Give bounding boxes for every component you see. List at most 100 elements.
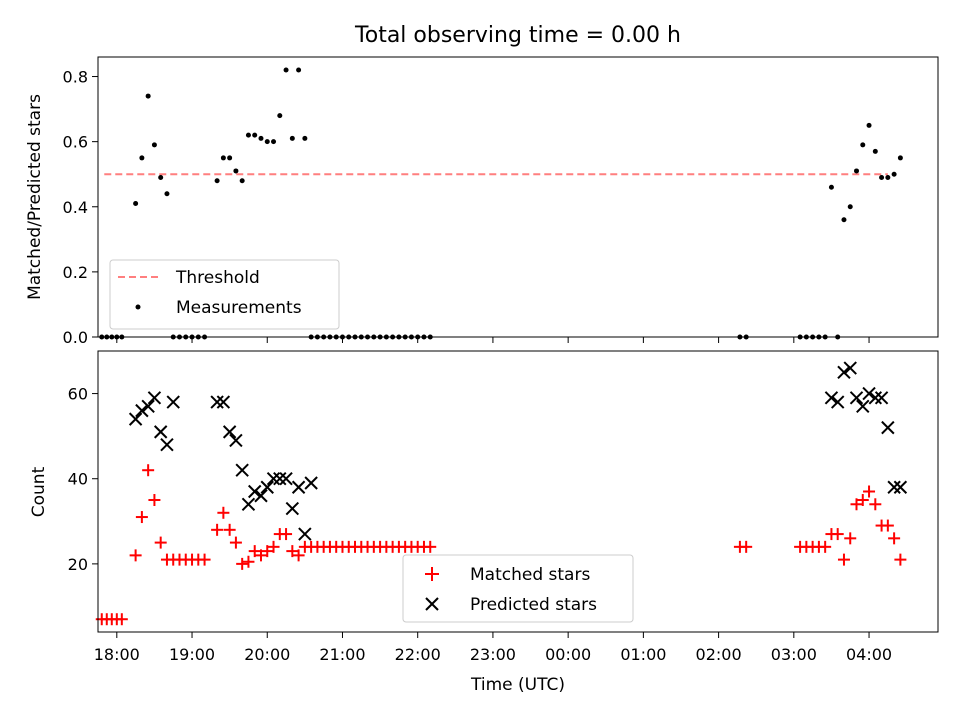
predicted-star-point bbox=[868, 391, 883, 405]
predicted-star-point bbox=[285, 501, 300, 516]
matched-star-point bbox=[223, 523, 236, 536]
legend-measurements-label: Measurements bbox=[176, 298, 302, 318]
predicted-star-point bbox=[166, 395, 180, 409]
matched-star-point bbox=[254, 549, 267, 562]
top-y-tick-label: 0.4 bbox=[63, 198, 88, 217]
top-y-tick-label: 0.8 bbox=[63, 68, 88, 87]
predicted-star-point bbox=[298, 527, 312, 541]
predicted-star-point bbox=[881, 420, 895, 435]
measurement-point bbox=[264, 139, 270, 145]
x-tick-label: 03:00 bbox=[771, 645, 817, 664]
bottom-y-ticks: 20 40 60 bbox=[68, 385, 98, 574]
predicted-star-point bbox=[843, 361, 857, 375]
matched-star-point bbox=[837, 553, 850, 566]
top-axes-frame bbox=[97, 56, 939, 338]
x-tick-label: 02:00 bbox=[696, 645, 742, 664]
x-tick-label: 19:00 bbox=[169, 645, 215, 664]
measurement-point bbox=[860, 142, 866, 148]
measurement-point bbox=[133, 201, 139, 207]
x-tick-label: 22:00 bbox=[395, 645, 441, 664]
predicted-star-point bbox=[849, 391, 864, 405]
matched-star-point bbox=[236, 557, 249, 570]
matched-star-point bbox=[831, 528, 844, 541]
matched-star-point bbox=[198, 553, 211, 566]
measurement-point bbox=[271, 139, 277, 145]
predicted-star-point bbox=[887, 480, 901, 494]
predicted-star-point bbox=[241, 497, 256, 511]
measurement-point bbox=[891, 171, 897, 177]
measurement-point bbox=[227, 155, 233, 161]
measurement-point bbox=[879, 174, 885, 180]
x-axis-label: Time (UTC) bbox=[470, 675, 565, 695]
measurement-point bbox=[233, 168, 239, 174]
measurement-point bbox=[897, 155, 903, 161]
legend-threshold-label: Threshold bbox=[175, 268, 260, 288]
predicted-star-point bbox=[147, 391, 162, 405]
predicted-star-point bbox=[830, 395, 845, 409]
measurement-point bbox=[145, 93, 151, 99]
matched-star-point bbox=[142, 464, 155, 477]
predicted-star-point bbox=[153, 425, 168, 439]
predicted-star-point bbox=[874, 391, 889, 405]
x-tick-label: 00:00 bbox=[545, 645, 591, 664]
x-tick-label: 04:00 bbox=[846, 645, 892, 664]
predicted-star-point bbox=[291, 480, 306, 494]
measurement-point bbox=[872, 148, 878, 154]
measurement-point bbox=[828, 184, 834, 190]
predicted-star-point bbox=[160, 437, 174, 452]
measurement-point bbox=[854, 168, 860, 174]
matched-star-point bbox=[115, 613, 128, 626]
measurement-point bbox=[239, 178, 245, 184]
bottom-marks bbox=[95, 361, 908, 626]
predicted-star-point bbox=[235, 463, 249, 477]
predicted-star-point bbox=[856, 399, 870, 414]
matched-star-point bbox=[267, 540, 280, 553]
matched-star-point bbox=[292, 549, 305, 562]
measurement-point bbox=[841, 217, 847, 223]
top-legend-box bbox=[109, 259, 340, 330]
legend-measurements-swatch bbox=[135, 304, 141, 310]
matched-star-point bbox=[856, 494, 869, 507]
bottom-y-axis-label: Count bbox=[29, 466, 49, 517]
legend-predicted-swatch bbox=[425, 597, 439, 611]
matched-star-point bbox=[229, 536, 242, 549]
measurement-point bbox=[214, 178, 220, 184]
measurement-point bbox=[283, 67, 289, 73]
measurement-point bbox=[277, 113, 283, 119]
predicted-star-point bbox=[216, 395, 231, 409]
bottom-axes-frame bbox=[97, 350, 939, 633]
top-y-axis-label: Matched/Predicted stars bbox=[25, 94, 45, 300]
measurement-point bbox=[245, 132, 251, 138]
matched-star-point bbox=[135, 511, 148, 524]
x-tick-label: 18:00 bbox=[94, 645, 140, 664]
predicted-star-point bbox=[248, 484, 262, 499]
matched-star-point bbox=[424, 540, 437, 553]
measurement-point bbox=[847, 204, 853, 210]
top-y-ticks: 0.0 0.2 0.4 0.6 0.8 bbox=[63, 68, 98, 347]
x-tick-label: 20:00 bbox=[244, 645, 290, 664]
measurement-point bbox=[289, 135, 295, 141]
bottom-x-ticks: 18:00 19:00 20:00 21:00 22:00 23:00 00:00 01:00… bbox=[94, 632, 892, 664]
matched-star-point bbox=[888, 532, 901, 545]
predicted-star-point bbox=[862, 386, 876, 401]
top-y-tick-label: 0.6 bbox=[63, 133, 88, 152]
legend-matched-label: Matched stars bbox=[470, 565, 590, 585]
measurement-point bbox=[139, 155, 145, 161]
bottom-legend: Matched stars Predicted stars bbox=[402, 554, 634, 623]
legend-predicted-label: Predicted stars bbox=[470, 595, 597, 615]
measurement-point bbox=[866, 122, 872, 128]
predicted-star-point bbox=[254, 489, 268, 503]
legend-matched-swatch bbox=[425, 567, 439, 581]
bottom-y-tick-label: 20 bbox=[68, 555, 88, 574]
chart-title: Total observing time = 0.00 h bbox=[354, 23, 681, 48]
matched-star-point bbox=[844, 532, 857, 545]
measurement-point bbox=[258, 135, 264, 141]
matched-star-point bbox=[242, 555, 255, 568]
bottom-y-tick-label: 40 bbox=[68, 470, 88, 489]
measurement-point bbox=[302, 135, 308, 141]
matched-star-point bbox=[211, 523, 224, 536]
predicted-star-point bbox=[210, 395, 224, 409]
predicted-star-point bbox=[222, 425, 237, 439]
matched-star-point bbox=[280, 528, 293, 541]
